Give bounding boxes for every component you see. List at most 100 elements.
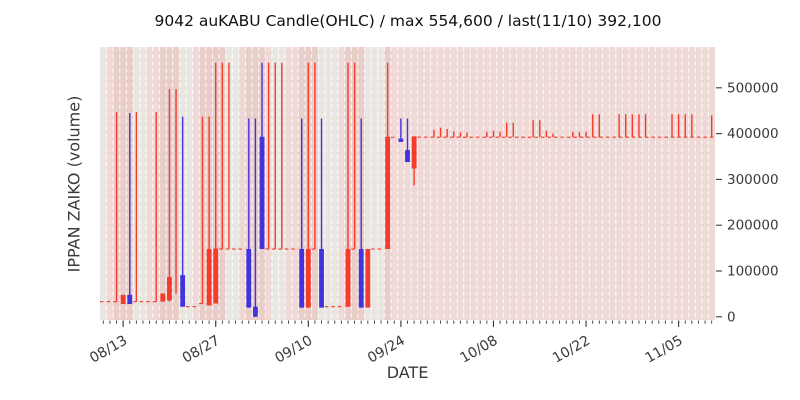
- day-band-10/13: [523, 47, 530, 320]
- day-band-10/28: [622, 47, 630, 320]
- x-axis-label: DATE: [386, 363, 429, 382]
- day-band-09/13: [324, 47, 332, 320]
- candle-body-08/22: [180, 275, 186, 307]
- day-band-09/27: [417, 47, 425, 320]
- day-band-11/02: [655, 47, 663, 320]
- x-tick-label-10/08: 10/08: [458, 333, 501, 367]
- day-band-09/14: [331, 47, 339, 320]
- x-tick-label-09/10: 09/10: [272, 333, 315, 367]
- day-band-10/02: [450, 47, 458, 320]
- day-band-09/30: [437, 47, 444, 320]
- day-band-11/04: [668, 47, 676, 320]
- day-band-09/07: [285, 47, 292, 320]
- day-band-10/16: [543, 47, 550, 320]
- day-band-10/15: [536, 47, 544, 320]
- day-band-09/08: [291, 47, 299, 320]
- day-band-08/11: [106, 47, 114, 320]
- x-tick-label-08/27: 08/27: [180, 333, 223, 367]
- day-band-10/20: [569, 47, 577, 320]
- day-band-10/22: [582, 47, 590, 320]
- candle-body-09/03: [259, 136, 265, 250]
- day-band-10/06: [476, 47, 484, 320]
- day-band-10/09: [496, 47, 504, 320]
- day-band-08/24: [192, 47, 200, 320]
- y-tick-label-400000: 400000: [727, 126, 779, 142]
- candle-body-09/24: [398, 138, 404, 142]
- candle-body-08/20: [167, 276, 172, 301]
- day-band-11/06: [681, 47, 689, 320]
- y-tick-label-0: 0: [727, 309, 736, 325]
- day-band-10/05: [470, 47, 477, 320]
- candle-body-09/25: [405, 150, 410, 162]
- day-band-09/23: [390, 47, 398, 320]
- day-band-11/05: [675, 47, 682, 320]
- x-tick-label-10/22: 10/22: [550, 333, 593, 367]
- candle-body-08/27: [213, 248, 219, 304]
- day-band-10/21: [576, 47, 583, 320]
- day-band-10/29: [629, 47, 636, 320]
- candle-body-08/26: [206, 249, 212, 306]
- day-band-11/03: [662, 47, 669, 320]
- day-band-09/25: [404, 47, 411, 320]
- day-band-08/10: [100, 47, 107, 320]
- day-band-10/01: [443, 47, 451, 320]
- day-band-10/27: [615, 47, 623, 320]
- day-band-09/29: [430, 47, 438, 320]
- x-tick-label-08/13: 08/13: [87, 333, 130, 367]
- day-band-08/30: [232, 47, 239, 320]
- day-band-11/10: [708, 47, 715, 320]
- candle-body-09/22: [385, 136, 391, 250]
- candle-body-09/09: [299, 249, 305, 308]
- day-band-10/10: [503, 47, 510, 320]
- day-band-09/15: [338, 47, 345, 320]
- chart-title: 9042 auKABU Candle(OHLC) / max 554,600 /…: [154, 12, 662, 30]
- day-band-10/12: [516, 47, 524, 320]
- day-band-08/17: [146, 47, 153, 320]
- candle-body-09/18: [358, 249, 364, 308]
- day-band-08/23: [185, 47, 193, 320]
- day-band-10/19: [562, 47, 570, 320]
- day-band-11/09: [701, 47, 709, 320]
- y-tick-label-500000: 500000: [727, 80, 779, 96]
- y-tick-label-300000: 300000: [727, 172, 779, 188]
- day-band-09/20: [371, 47, 378, 320]
- day-band-08/13: [119, 47, 127, 320]
- day-band-09/21: [377, 47, 385, 320]
- day-band-10/23: [589, 47, 596, 320]
- candle-body-09/10: [305, 249, 311, 308]
- day-band-08/31: [238, 47, 246, 320]
- day-band-09/19: [364, 47, 372, 320]
- candle-body-08/14: [127, 294, 133, 304]
- x-tick-label-11/05: 11/05: [643, 333, 686, 367]
- candle-body-09/12: [319, 249, 324, 308]
- candle-body-08/13: [120, 294, 126, 304]
- day-band-09/28: [424, 47, 431, 320]
- day-band-11/07: [688, 47, 696, 320]
- candle-body-09/16: [345, 249, 351, 307]
- day-band-11/08: [695, 47, 702, 320]
- day-band-10/31: [642, 47, 649, 320]
- candle-body-09/02: [253, 306, 258, 317]
- day-band-10/11: [510, 47, 517, 320]
- day-band-10/18: [556, 47, 563, 320]
- candle-body-09/01: [246, 249, 252, 308]
- day-band-10/03: [457, 47, 464, 320]
- day-band-10/07: [483, 47, 491, 320]
- day-band-10/30: [635, 47, 643, 320]
- day-band-10/08: [490, 47, 497, 320]
- day-band-11/01: [648, 47, 656, 320]
- day-band-08/19: [159, 47, 167, 320]
- y-tick-label-100000: 100000: [727, 264, 779, 280]
- x-tick-label-09/24: 09/24: [365, 333, 408, 367]
- day-band-10/14: [529, 47, 537, 320]
- day-band-08/16: [139, 47, 147, 320]
- candle-body-08/19: [160, 293, 166, 302]
- day-band-10/17: [549, 47, 557, 320]
- candle-body-09/19: [365, 249, 371, 308]
- day-band-10/26: [609, 47, 616, 320]
- y-axis-label: IPPAN ZAIKO (volume): [64, 95, 84, 273]
- candle-body-09/26: [411, 136, 417, 169]
- day-band-10/04: [463, 47, 471, 320]
- y-tick-label-200000: 200000: [727, 218, 779, 234]
